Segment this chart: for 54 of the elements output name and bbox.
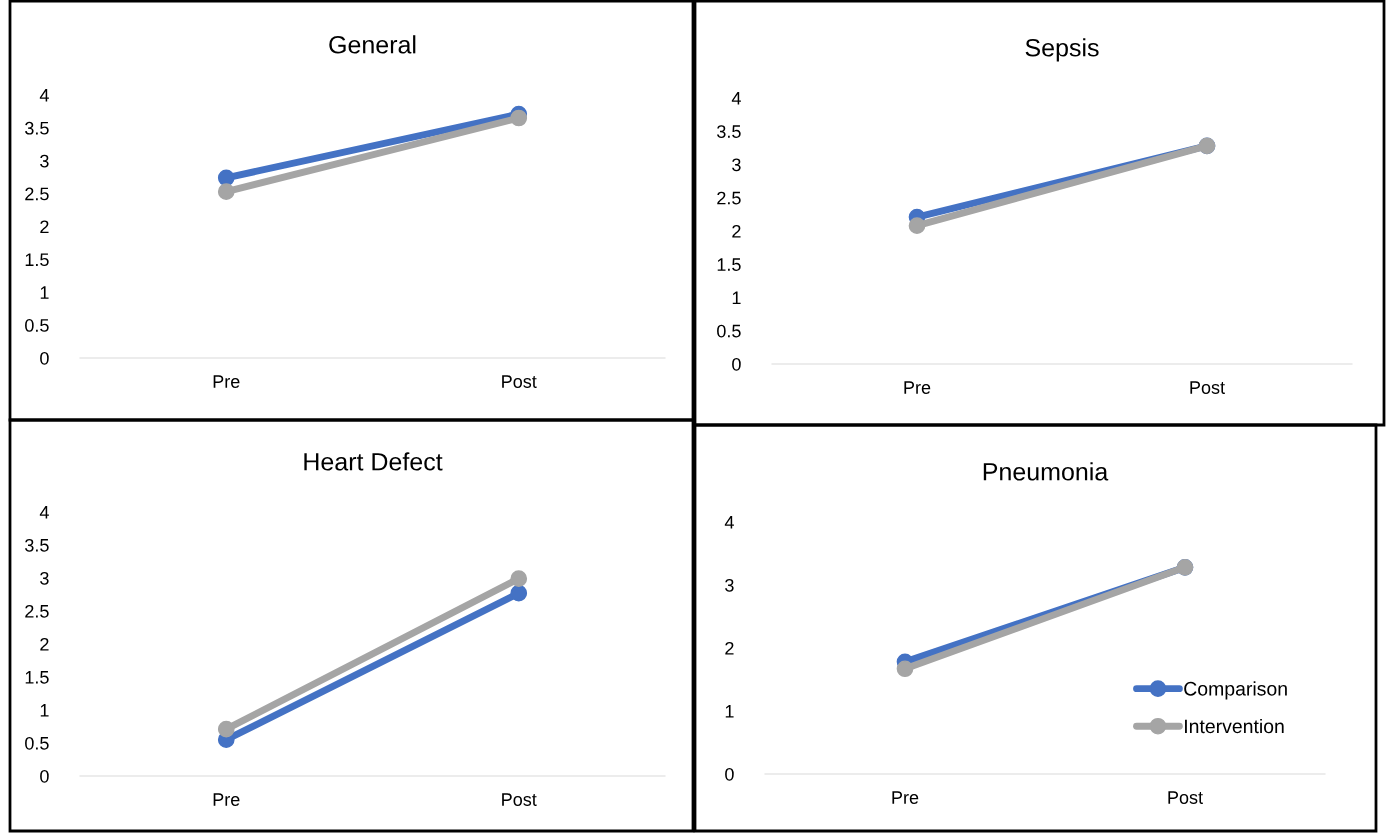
y-tick-label: 3 [732, 158, 741, 172]
point [908, 217, 926, 235]
x-tick-label: Post [502, 793, 537, 806]
y-tick-label: 3.5 [25, 121, 49, 135]
y-tick-label: 0.5 [25, 319, 49, 332]
y-tick-label: 0 [725, 767, 734, 781]
x-tick-label: Post [502, 375, 537, 388]
y-tick-label: 2.5 [25, 187, 49, 201]
y-tick-label: 3.5 [25, 538, 49, 552]
y-tick-label: 2 [732, 224, 741, 238]
y-tick-label: 1 [732, 291, 741, 305]
y-tick-label: 3.5 [717, 125, 741, 138]
y-tick-label: 2 [725, 641, 734, 655]
y-tick-label: 4 [39, 89, 49, 102]
y-tick-label: 1 [725, 705, 734, 718]
y-tick-label: 0 [40, 351, 49, 365]
y-tick-label: 1.5 [717, 258, 741, 271]
y-tick-label: 1.5 [25, 671, 49, 684]
chart-title: Pneumonia [983, 462, 1109, 481]
x-tick-label: Post [1168, 791, 1203, 804]
point [217, 183, 235, 200]
y-tick-label: 3 [40, 571, 49, 585]
y-tick-label: 1 [40, 286, 49, 299]
y-tick-label: 1 [40, 704, 49, 717]
y-tick-label: 4 [39, 506, 49, 519]
point [510, 570, 528, 587]
point [510, 109, 528, 127]
y-tick-label: 0 [732, 357, 741, 371]
x-tick-label: Post [1190, 381, 1225, 394]
legend-label: Intervention [1185, 718, 1284, 734]
y-tick-label: 1.5 [25, 253, 49, 267]
y-tick-label: 0.5 [25, 736, 49, 750]
legend-label: Comparison [1184, 681, 1287, 700]
y-tick-label: 2.5 [25, 604, 49, 618]
x-tick-label: Pre [892, 791, 919, 804]
y-tick-label: 4 [724, 516, 734, 529]
x-tick-label: Pre [213, 375, 240, 388]
chart-title: Heart Defect [304, 452, 443, 471]
y-tick-label: 3 [725, 578, 734, 592]
y-tick-label: 4 [731, 92, 741, 105]
point [896, 660, 914, 678]
y-tick-label: 0 [40, 769, 49, 783]
y-tick-label: 2 [40, 220, 49, 234]
chart-title: Sepsis [1025, 38, 1099, 62]
point [217, 169, 235, 187]
x-tick-label: Pre [213, 793, 240, 806]
y-tick-label: 2.5 [717, 191, 741, 205]
chart-title: General [329, 35, 416, 54]
point [217, 720, 235, 738]
y-tick-label: 0.5 [717, 324, 741, 338]
y-tick-label: 2 [40, 637, 49, 651]
y-tick-label: 3 [40, 154, 49, 168]
point [510, 584, 528, 602]
x-tick-label: Pre [904, 381, 931, 394]
